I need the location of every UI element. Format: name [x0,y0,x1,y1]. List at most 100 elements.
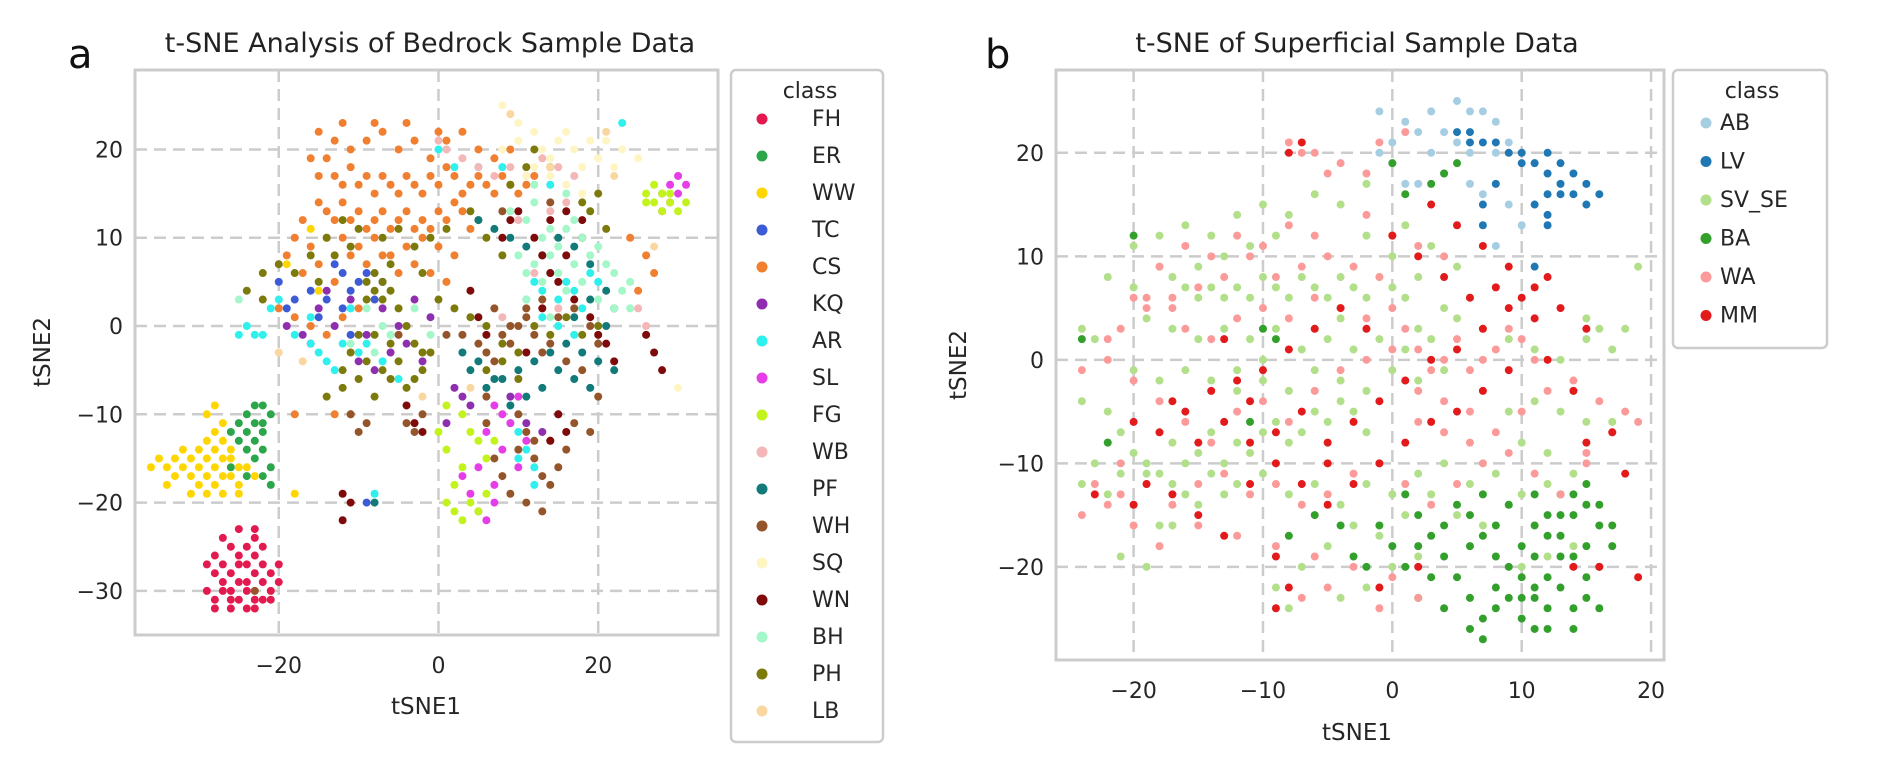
data-point [570,216,579,225]
data-point [1388,573,1397,582]
data-point [530,269,539,278]
data-point [570,171,579,180]
data-point [1336,314,1345,323]
data-point [1453,480,1462,489]
data-point [1414,252,1423,261]
legend-marker [1700,310,1712,321]
legend-label: SV_SE [1720,188,1788,213]
legend-marker [756,705,768,717]
data-point [1375,107,1384,116]
data-point [546,216,555,225]
data-point [1440,459,1449,468]
data-point [402,419,411,428]
data-point [314,313,323,322]
data-point [1608,417,1617,426]
data-point [586,427,595,436]
data-point [530,463,539,472]
panel-b-ytick-label: −10 [998,452,1044,477]
data-point [1401,324,1410,333]
data-point [1129,448,1138,457]
data-point [234,525,243,534]
data-point [458,189,467,198]
panel-a-legend-items: FH ER WW TC CS KQ AR SL FG WB PF WH SQ WN BH PH LB [756,107,856,724]
data-point [1168,490,1177,499]
data-point [594,277,603,286]
data-point [442,163,451,172]
data-point [1388,542,1397,551]
data-point [1427,107,1436,116]
data-point [434,427,443,436]
data-point [506,489,515,498]
data-point [658,207,667,216]
series-tc [274,260,387,507]
data-point [1207,252,1216,261]
data-point [1414,552,1423,561]
data-point [1323,252,1332,261]
data-point [250,569,259,578]
data-point [170,454,179,463]
legend-label: SQ [812,551,843,576]
data-point [1310,148,1319,157]
data-point [258,269,267,278]
data-point [1323,459,1332,468]
data-point [1440,304,1449,313]
data-point [1453,138,1462,147]
data-point [1543,210,1552,219]
data-point [1453,573,1462,582]
data-point [554,304,563,313]
data-point [482,348,491,357]
data-point [370,216,379,225]
data-point [458,330,467,339]
data-point [514,463,523,472]
data-point [258,542,267,551]
data-point [354,304,363,313]
data-point [450,304,459,313]
data-point [530,171,539,180]
data-point [482,392,491,401]
legend-label: CS [812,255,841,280]
data-point [386,260,395,269]
data-point [546,207,555,216]
data-point [242,322,251,331]
panel-b-xtick-label: −20 [1110,679,1156,704]
data-point [1414,345,1423,354]
data-point [626,304,635,313]
data-point [250,533,259,542]
data-point [1582,542,1591,551]
data-point [378,322,387,331]
data-point [1388,138,1397,147]
series-wh [250,198,603,595]
data-point [458,207,467,216]
data-point [1427,500,1436,509]
data-point [394,304,403,313]
data-point [338,366,347,375]
data-point [1168,521,1177,530]
data-point [274,560,283,569]
data-point [370,233,379,242]
data-point [1271,459,1280,468]
data-point [1246,241,1255,250]
data-point [1181,221,1190,230]
data-point [1504,593,1513,602]
data-point [498,313,507,322]
data-point [1478,531,1487,540]
data-point [1181,324,1190,333]
data-point [1233,210,1242,219]
data-point [578,198,587,207]
data-point [1401,376,1410,385]
data-point [386,286,395,295]
data-point [1207,469,1216,478]
data-point [1517,562,1526,571]
data-point [602,224,611,233]
data-point [282,260,291,269]
data-point [1414,593,1423,602]
data-point [1388,345,1397,354]
legend-label: BH [812,625,844,650]
data-point [530,260,539,269]
series-fg [434,180,691,525]
data-point [1220,459,1229,468]
data-point [1530,159,1539,168]
data-point [346,410,355,419]
data-point [1362,562,1371,571]
data-point [362,269,371,278]
